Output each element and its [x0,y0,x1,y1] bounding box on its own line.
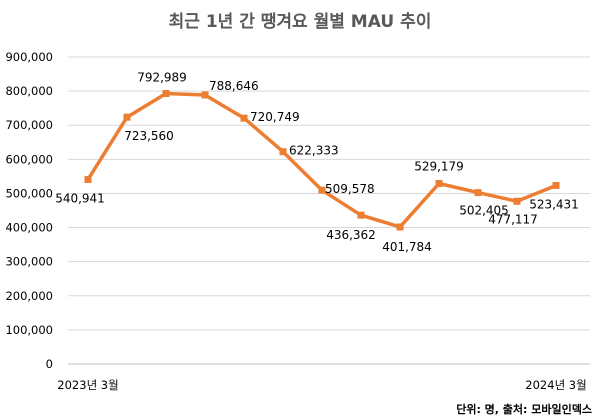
data-point [513,197,521,205]
data-label: 436,362 [326,228,376,242]
data-label: 720,749 [250,110,300,124]
source-note: 단위: 명, 출처: 모바일인덱스 [456,402,592,416]
data-point [357,211,365,219]
data-label: 723,560 [124,129,174,143]
data-point [396,223,404,231]
y-tick-label: 700,000 [5,118,53,132]
data-point [435,179,443,187]
data-label: 788,646 [209,79,259,93]
data-label: 502,405 [459,204,509,218]
gridlines [68,56,590,365]
chart-title: 최근 1년 간 땡겨요 월별 MAU 추이 [169,12,432,32]
data-point [240,114,248,122]
y-axis-tick-labels: 0 100,000 200,000 300,000 400,000 500,000 600,… [5,50,53,371]
data-point [474,189,482,197]
x-axis-start-label: 2023년 3월 [57,378,118,392]
y-tick-label: 0 [46,357,53,371]
data-label: 523,431 [529,197,579,211]
y-tick-label: 100,000 [5,323,53,337]
data-point [318,186,326,194]
y-tick-label: 800,000 [5,84,53,98]
data-point [552,181,560,189]
y-tick-label: 200,000 [5,289,53,303]
y-tick-label: 600,000 [5,152,53,166]
data-point [279,148,287,156]
y-tick-label: 400,000 [5,221,53,235]
data-point [201,91,209,99]
y-tick-label: 300,000 [5,255,53,269]
data-point [123,113,131,121]
series-mau [84,90,560,231]
data-label: 477,117 [488,212,538,226]
y-tick-label: 900,000 [5,50,53,64]
x-axis-end-label: 2024년 3월 [525,378,586,392]
data-point [84,175,92,183]
data-label: 540,941 [55,191,105,205]
data-label: 401,784 [382,240,432,254]
data-label: 792,989 [137,71,187,85]
data-labels: 540,941 723,560 792,989 788,646 720,749 622,3… [55,71,579,254]
data-point [162,90,170,98]
data-label: 622,333 [289,144,339,158]
data-label: 509,578 [325,182,375,196]
data-label: 529,179 [414,159,464,173]
y-tick-label: 500,000 [5,186,53,200]
